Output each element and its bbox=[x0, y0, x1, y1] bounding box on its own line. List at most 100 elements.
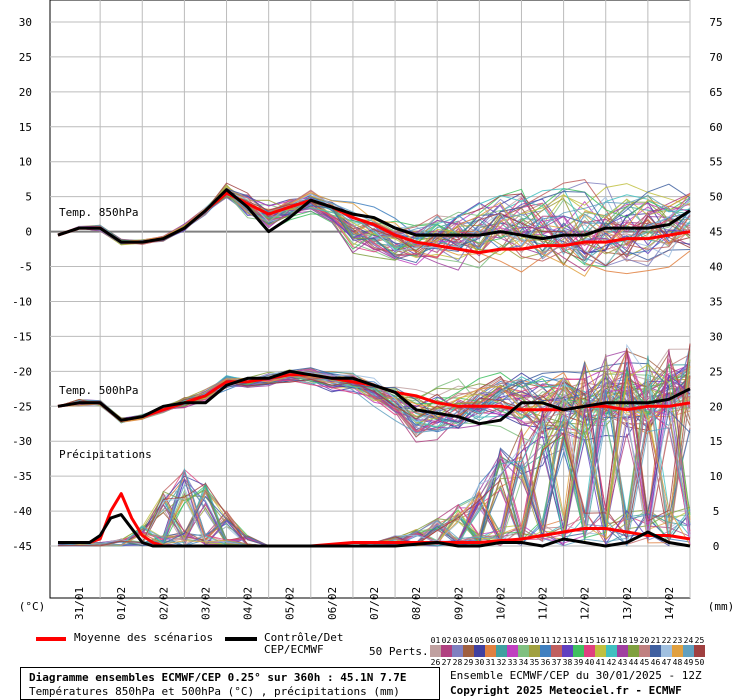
control-line-t850 bbox=[57, 188, 691, 244]
pert-swatch bbox=[518, 651, 529, 657]
pert-swatch bbox=[584, 645, 595, 651]
left-tick-label: 5 bbox=[25, 191, 32, 204]
left-tick-label: -35 bbox=[12, 470, 32, 483]
pert-swatch bbox=[628, 651, 639, 657]
plot-frame bbox=[49, 0, 691, 599]
pert-number: 32 bbox=[496, 658, 507, 667]
pert-swatch bbox=[694, 645, 705, 651]
right-tick-label: 35 bbox=[709, 295, 722, 308]
pert-swatch bbox=[672, 651, 683, 657]
pert-number: 03 bbox=[452, 636, 463, 645]
pert-swatch bbox=[617, 651, 628, 657]
pert-swatch bbox=[595, 651, 606, 657]
right-tick-label: 0 bbox=[713, 540, 720, 553]
pert-swatch bbox=[672, 645, 683, 651]
pert-swatch bbox=[650, 651, 661, 657]
pert-number: 06 bbox=[485, 636, 496, 645]
pert-swatch bbox=[650, 645, 661, 651]
chart-info-box: Diagramme ensembles ECMWF/CEP 0.25° sur … bbox=[20, 667, 440, 700]
mean-legend-swatch bbox=[36, 637, 66, 641]
pert-number: 33 bbox=[507, 658, 518, 667]
pert-number: 15 bbox=[584, 636, 595, 645]
left-tick-label: 10 bbox=[19, 156, 32, 169]
pert-swatch bbox=[562, 651, 573, 657]
pert-swatch bbox=[628, 645, 639, 651]
panel-label-t850: Temp. 850hPa bbox=[59, 206, 138, 219]
pert-swatch bbox=[606, 651, 617, 657]
panel-label-t500: Temp. 500hPa bbox=[59, 384, 138, 397]
pert-number: 20 bbox=[639, 636, 650, 645]
chart-subtitle: Températures 850hPa et 500hPa (°C) , pré… bbox=[29, 685, 400, 698]
pert-number: 18 bbox=[617, 636, 628, 645]
right-tick-label: 65 bbox=[709, 86, 722, 99]
pert-number: 40 bbox=[584, 658, 595, 667]
left-tick-label: -45 bbox=[12, 540, 32, 553]
pert-swatch bbox=[430, 645, 441, 651]
x-tick-label: 06/02 bbox=[326, 587, 339, 620]
pert-number: 45 bbox=[639, 658, 650, 667]
right-tick-label: 55 bbox=[709, 156, 722, 169]
x-tick-label: 03/02 bbox=[199, 587, 212, 620]
pert-swatch bbox=[441, 645, 452, 651]
pert-number: 28 bbox=[452, 658, 463, 667]
left-tick-label: 0 bbox=[25, 226, 32, 239]
left-tick-label: -10 bbox=[12, 295, 32, 308]
pert-swatch bbox=[463, 645, 474, 651]
x-tick-label: 07/02 bbox=[368, 587, 381, 620]
right-tick-label: 25 bbox=[709, 365, 722, 378]
right-axis-unit: (mm) bbox=[708, 600, 735, 613]
pert-swatch bbox=[595, 645, 606, 651]
x-tick-label: 10/02 bbox=[494, 587, 507, 620]
pert-swatch bbox=[683, 651, 694, 657]
pert-number: 13 bbox=[562, 636, 573, 645]
pert-number: 24 bbox=[683, 636, 694, 645]
pert-swatch bbox=[661, 645, 672, 651]
pert-number: 05 bbox=[474, 636, 485, 645]
pert-number: 01 bbox=[430, 636, 441, 645]
pert-number: 34 bbox=[518, 658, 529, 667]
pert-number: 37 bbox=[551, 658, 562, 667]
pert-swatch bbox=[661, 651, 672, 657]
pert-number: 29 bbox=[463, 658, 474, 667]
pert-swatch bbox=[496, 645, 507, 651]
pert-number: 30 bbox=[474, 658, 485, 667]
pert-swatch bbox=[683, 645, 694, 651]
left-tick-label: 25 bbox=[19, 51, 32, 64]
pert-swatch bbox=[562, 645, 573, 651]
left-tick-label: 20 bbox=[19, 86, 32, 99]
mean-legend-label: Moyenne des scénarios bbox=[74, 631, 214, 644]
x-tick-label: 11/02 bbox=[537, 587, 550, 620]
control-legend-label-2: CEP/ECMWF bbox=[264, 643, 324, 656]
pert-swatch bbox=[540, 645, 551, 651]
pert-swatch bbox=[452, 651, 463, 657]
right-tick-label: 20 bbox=[709, 400, 722, 413]
pert-number: 11 bbox=[540, 636, 551, 645]
copyright: Copyright 2025 Meteociel.fr - ECMWF bbox=[450, 684, 682, 697]
pert-number: 46 bbox=[650, 658, 661, 667]
x-tick-label: 31/01 bbox=[73, 587, 86, 620]
pert-number: 26 bbox=[430, 658, 441, 667]
right-tick-label: 60 bbox=[709, 121, 722, 134]
right-tick-label: 10 bbox=[709, 470, 722, 483]
pert-swatch bbox=[529, 651, 540, 657]
pert-swatch bbox=[617, 645, 628, 651]
control-line-t500 bbox=[57, 369, 691, 426]
pert-swatch bbox=[606, 645, 617, 651]
pert-number: 08 bbox=[507, 636, 518, 645]
pert-number: 41 bbox=[595, 658, 606, 667]
pert-number: 47 bbox=[661, 658, 672, 667]
pert-number: 10 bbox=[529, 636, 540, 645]
pert-swatch bbox=[507, 645, 518, 651]
left-tick-label: -25 bbox=[12, 400, 32, 413]
x-tick-label: 05/02 bbox=[284, 587, 297, 620]
right-tick-label: 50 bbox=[709, 191, 722, 204]
pert-number: 43 bbox=[617, 658, 628, 667]
pert-number: 48 bbox=[672, 658, 683, 667]
ensemble-chart: 302520151050-5-10-15-20-25-30-35-40-4575… bbox=[12, 0, 735, 620]
control-legend-label-1: Contrôle/Det bbox=[264, 631, 344, 644]
pert-number: 09 bbox=[518, 636, 529, 645]
pert-swatch bbox=[573, 651, 584, 657]
pert-swatch bbox=[639, 645, 650, 651]
right-tick-label: 15 bbox=[709, 435, 722, 448]
pert-swatch bbox=[584, 651, 595, 657]
